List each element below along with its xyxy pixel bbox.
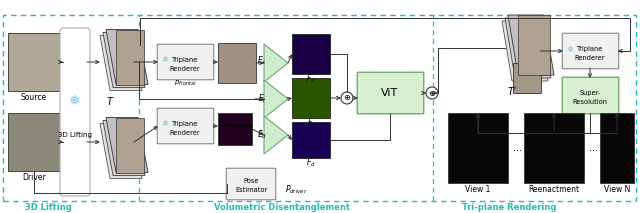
Bar <box>116 29 144 85</box>
Text: ❅: ❅ <box>161 56 168 65</box>
FancyBboxPatch shape <box>157 108 214 144</box>
Text: Triplane: Triplane <box>577 46 603 52</box>
Text: ❅: ❅ <box>161 119 168 128</box>
FancyBboxPatch shape <box>563 77 619 114</box>
Text: Reenactment: Reenactment <box>529 186 580 194</box>
Text: Renderer: Renderer <box>575 55 605 61</box>
FancyBboxPatch shape <box>563 33 619 69</box>
Text: ❅: ❅ <box>69 94 81 108</box>
Bar <box>292 78 330 118</box>
Bar <box>3 15 636 201</box>
Bar <box>116 118 144 173</box>
Text: ❅: ❅ <box>566 45 573 53</box>
Text: Tri-plane Rendering: Tri-plane Rendering <box>461 203 556 212</box>
FancyBboxPatch shape <box>357 72 424 114</box>
Circle shape <box>341 92 353 104</box>
Text: Super-: Super- <box>579 90 601 96</box>
Text: Resolution: Resolution <box>573 99 607 105</box>
Text: View 1: View 1 <box>465 186 491 194</box>
Bar <box>518 15 550 75</box>
Text: Triplane: Triplane <box>172 57 198 63</box>
Text: $p_{frontal}$: $p_{frontal}$ <box>173 78 196 88</box>
FancyBboxPatch shape <box>227 168 276 200</box>
Polygon shape <box>508 15 554 75</box>
Bar <box>513 63 541 93</box>
FancyBboxPatch shape <box>60 28 90 196</box>
Text: $E_d$: $E_d$ <box>257 129 267 141</box>
Text: View N: View N <box>604 186 630 194</box>
Text: $\oplus$: $\oplus$ <box>428 88 436 98</box>
Text: $T'$: $T'$ <box>507 85 517 97</box>
Text: $F_s$: $F_s$ <box>307 73 316 85</box>
Polygon shape <box>103 33 145 88</box>
Text: 3D Lifting: 3D Lifting <box>24 203 72 212</box>
Text: ...: ... <box>589 143 598 153</box>
Text: $P_{driver}$: $P_{driver}$ <box>285 184 308 196</box>
Text: Driver avg: Driver avg <box>222 122 253 128</box>
Polygon shape <box>505 18 551 78</box>
Text: ViT: ViT <box>381 88 399 98</box>
Text: Driver: Driver <box>22 173 46 181</box>
Text: $F_d$: $F_d$ <box>306 157 316 169</box>
Polygon shape <box>106 118 148 173</box>
Text: Triplane: Triplane <box>172 121 198 127</box>
Text: ...: ... <box>513 143 522 153</box>
Polygon shape <box>100 124 142 178</box>
Bar <box>292 34 330 74</box>
Bar <box>524 113 584 183</box>
Bar <box>218 113 252 145</box>
Text: Renderer: Renderer <box>170 66 200 72</box>
Polygon shape <box>100 36 142 91</box>
Bar <box>292 122 330 158</box>
Text: $E_i$: $E_i$ <box>258 93 266 105</box>
Bar <box>8 33 60 91</box>
Polygon shape <box>502 21 548 81</box>
Circle shape <box>426 87 438 99</box>
Text: Volumetric Disentanglement: Volumetric Disentanglement <box>214 203 349 212</box>
Bar <box>448 113 508 183</box>
Polygon shape <box>106 29 148 85</box>
Text: Estimator: Estimator <box>235 187 267 193</box>
Text: $\oplus$: $\oplus$ <box>343 94 351 102</box>
Polygon shape <box>264 116 288 154</box>
Bar <box>218 43 256 83</box>
Polygon shape <box>264 80 288 118</box>
Bar <box>600 113 634 183</box>
Text: Renderer: Renderer <box>170 130 200 136</box>
Text: $T$: $T$ <box>106 95 115 107</box>
Bar <box>8 113 60 171</box>
Polygon shape <box>264 44 288 82</box>
Text: $E_s$: $E_s$ <box>257 55 267 67</box>
Text: $F_i$: $F_i$ <box>307 117 315 129</box>
Polygon shape <box>103 121 145 176</box>
FancyBboxPatch shape <box>157 44 214 80</box>
Text: 3D Lifting: 3D Lifting <box>58 132 92 138</box>
Text: Pose: Pose <box>243 178 259 184</box>
Text: Source: Source <box>21 92 47 102</box>
